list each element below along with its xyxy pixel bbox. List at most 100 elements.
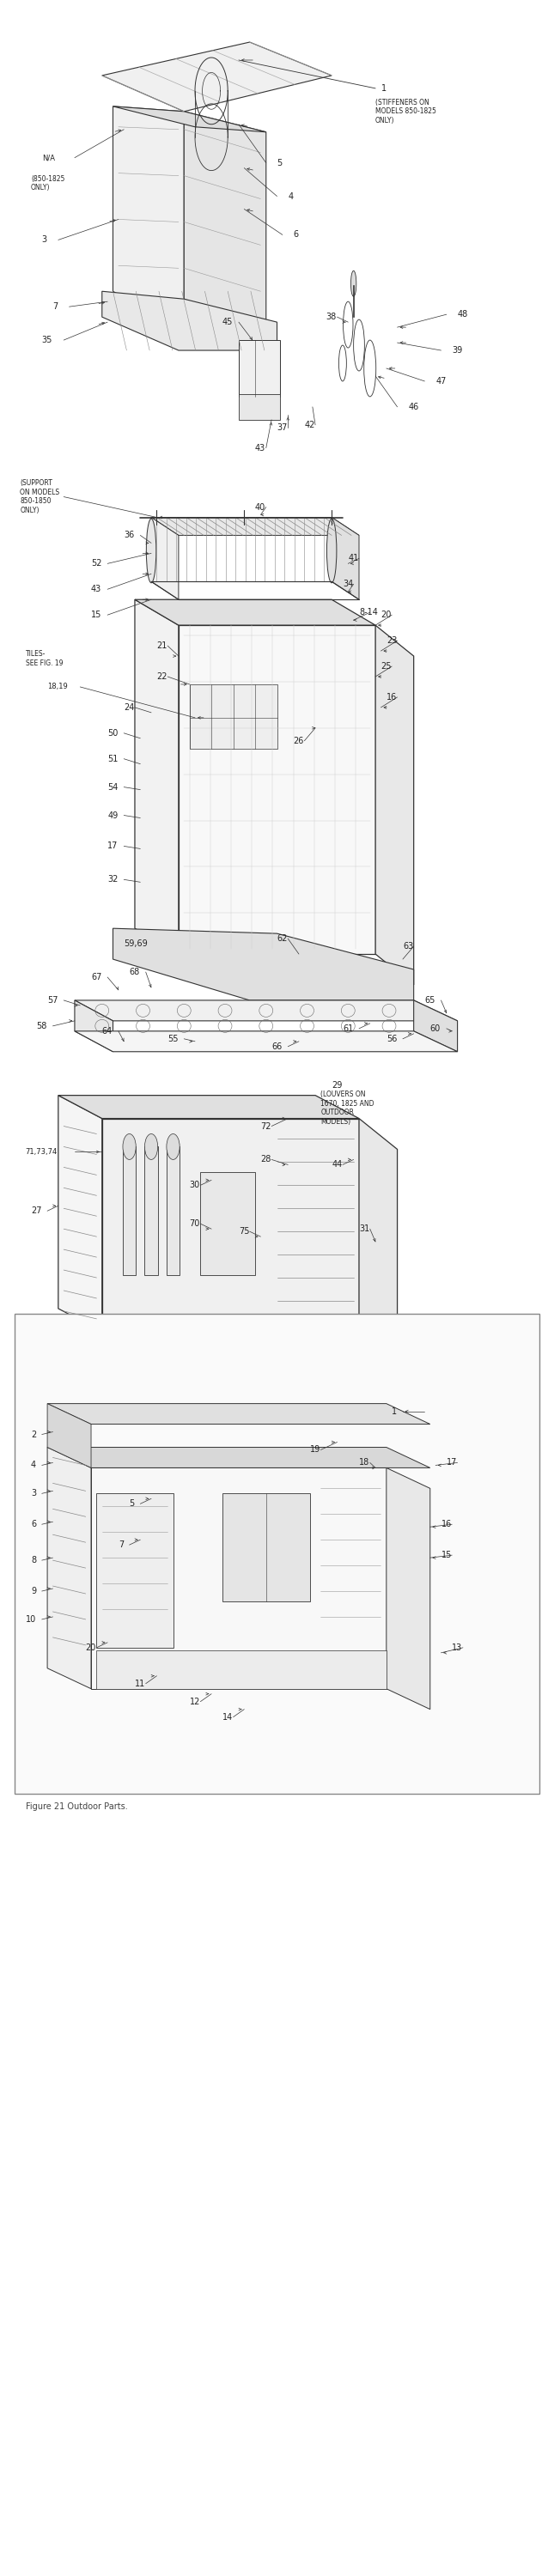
Text: 4: 4 <box>288 193 293 201</box>
Text: (LOUVERS ON
1670, 1825 AND
OUTDOOR
MODELS): (LOUVERS ON 1670, 1825 AND OUTDOOR MODEL… <box>321 1090 375 1126</box>
Text: 75: 75 <box>239 1226 249 1236</box>
Text: 71,73,74: 71,73,74 <box>25 1149 58 1157</box>
Text: 23: 23 <box>386 636 397 644</box>
Polygon shape <box>58 1095 359 1118</box>
Text: 16: 16 <box>441 1520 452 1528</box>
Text: 54: 54 <box>107 783 118 791</box>
Text: 16: 16 <box>386 693 397 701</box>
Text: 28: 28 <box>260 1154 271 1164</box>
Text: 5: 5 <box>129 1499 135 1507</box>
Text: 60: 60 <box>430 1025 440 1033</box>
Ellipse shape <box>123 1133 136 1159</box>
Text: 29: 29 <box>332 1082 342 1090</box>
Polygon shape <box>58 1095 102 1332</box>
Text: 20: 20 <box>86 1643 96 1651</box>
Ellipse shape <box>327 518 337 582</box>
Text: 59,69: 59,69 <box>124 940 148 948</box>
Text: 66: 66 <box>271 1043 282 1051</box>
Text: 39: 39 <box>452 345 463 355</box>
Text: 15: 15 <box>441 1551 452 1558</box>
Text: 62: 62 <box>277 935 288 943</box>
Polygon shape <box>414 999 458 1051</box>
Text: 65: 65 <box>425 997 435 1005</box>
Text: 35: 35 <box>42 335 53 345</box>
Text: (STIFFENERS ON
MODELS 850-1825
ONLY): (STIFFENERS ON MODELS 850-1825 ONLY) <box>376 98 437 124</box>
Text: 58: 58 <box>37 1023 47 1030</box>
Text: 19: 19 <box>310 1445 320 1453</box>
Text: 22: 22 <box>157 672 167 680</box>
Text: 37: 37 <box>277 422 288 433</box>
Text: 45: 45 <box>222 317 233 327</box>
Text: 38: 38 <box>326 312 337 322</box>
Text: 3: 3 <box>42 234 47 245</box>
Text: (850-1825
ONLY): (850-1825 ONLY) <box>31 175 65 191</box>
Text: 64: 64 <box>102 1028 112 1036</box>
Text: 8-14: 8-14 <box>359 608 378 616</box>
Bar <box>201 1172 255 1275</box>
Polygon shape <box>75 999 113 1051</box>
Text: 17: 17 <box>447 1458 457 1466</box>
Text: 55: 55 <box>168 1036 178 1043</box>
Text: 11: 11 <box>135 1680 145 1687</box>
Text: 3: 3 <box>31 1489 36 1497</box>
Text: 30: 30 <box>189 1180 200 1190</box>
Text: 17: 17 <box>107 842 118 850</box>
Bar <box>167 1146 179 1275</box>
Text: TILES-
SEE FIG. 19: TILES- SEE FIG. 19 <box>25 649 63 667</box>
Text: 34: 34 <box>342 580 353 587</box>
Text: 13: 13 <box>452 1643 463 1651</box>
Polygon shape <box>135 600 376 626</box>
Polygon shape <box>386 1468 430 1710</box>
Text: 51: 51 <box>107 755 118 762</box>
Text: 32: 32 <box>107 876 118 884</box>
Text: 57: 57 <box>47 997 58 1005</box>
Polygon shape <box>178 626 376 953</box>
Ellipse shape <box>167 1133 179 1159</box>
Polygon shape <box>376 626 414 984</box>
Text: 49: 49 <box>107 811 118 819</box>
Text: 41: 41 <box>348 554 358 562</box>
Text: 46: 46 <box>408 402 419 412</box>
Bar <box>96 1651 386 1690</box>
Text: 63: 63 <box>403 943 413 951</box>
Text: 18,19: 18,19 <box>47 683 68 690</box>
Text: 14: 14 <box>222 1713 233 1721</box>
Text: 24: 24 <box>124 703 135 711</box>
Bar <box>145 1146 158 1275</box>
Polygon shape <box>75 1030 458 1051</box>
Polygon shape <box>102 41 332 111</box>
Text: 68: 68 <box>129 969 140 976</box>
Text: 36: 36 <box>124 531 135 538</box>
Polygon shape <box>184 111 266 332</box>
Polygon shape <box>113 106 184 317</box>
Text: 1: 1 <box>392 1406 397 1417</box>
Polygon shape <box>332 518 359 600</box>
Bar <box>189 685 277 750</box>
Bar <box>14 1314 540 1793</box>
Polygon shape <box>47 1404 430 1425</box>
Text: 31: 31 <box>359 1224 370 1234</box>
Text: (SUPPORT
ON MODELS
850-1850
ONLY): (SUPPORT ON MODELS 850-1850 ONLY) <box>20 479 60 515</box>
Text: Figure 21 Outdoor Parts.: Figure 21 Outdoor Parts. <box>25 1803 127 1811</box>
Text: 70: 70 <box>189 1218 200 1229</box>
Text: 42: 42 <box>304 420 315 430</box>
Bar <box>239 394 280 420</box>
Text: 4: 4 <box>31 1461 36 1468</box>
Text: 6: 6 <box>294 229 299 240</box>
Polygon shape <box>113 927 414 999</box>
Polygon shape <box>91 1468 386 1690</box>
Text: 1: 1 <box>381 85 386 93</box>
Text: 7: 7 <box>119 1540 124 1548</box>
Text: 7: 7 <box>53 301 58 312</box>
Ellipse shape <box>146 518 156 582</box>
Text: 67: 67 <box>91 974 102 981</box>
Text: 40: 40 <box>255 502 266 513</box>
Text: 2: 2 <box>31 1430 37 1440</box>
Text: 15: 15 <box>91 611 102 618</box>
Text: 6: 6 <box>31 1520 36 1528</box>
Text: 26: 26 <box>294 737 304 744</box>
Circle shape <box>351 270 356 296</box>
Text: 8: 8 <box>31 1556 36 1564</box>
Polygon shape <box>102 1118 359 1332</box>
Text: 25: 25 <box>381 662 392 670</box>
